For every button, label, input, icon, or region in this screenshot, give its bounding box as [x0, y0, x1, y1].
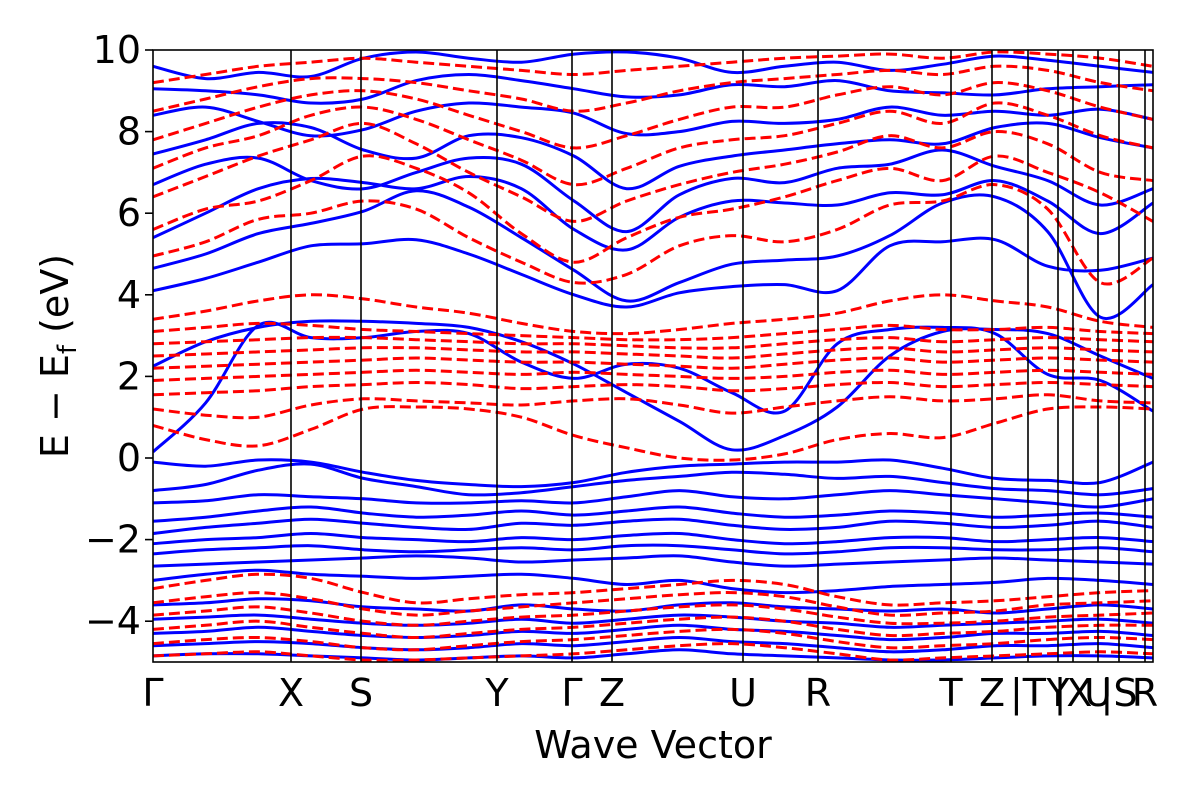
spin-up-band-21 — [153, 623, 1153, 642]
spin-down-band-13 — [153, 81, 1153, 150]
x-tick-label-12: |X — [1054, 671, 1093, 716]
spin-down-band-10 — [153, 154, 1153, 264]
y-tick-label-4: 2 — [117, 354, 141, 398]
x-tick-label-13: U — [1084, 671, 1112, 715]
spin-up-band-14 — [153, 517, 1153, 535]
x-tick-label-4: Γ — [561, 671, 582, 715]
spin-down-band-21 — [153, 642, 1153, 662]
spin-up-band-7 — [153, 101, 1153, 138]
y-axis-title-main: E − E — [33, 354, 77, 458]
spin-down-band-6 — [153, 335, 1153, 350]
bands-layer — [153, 50, 1153, 662]
spin-up-band-3 — [153, 189, 1153, 321]
y-axis-title-sub: f — [53, 344, 83, 354]
y-tick-label-7: −4 — [85, 599, 141, 643]
spin-down-band-20 — [153, 627, 1153, 652]
x-tick-label-7: R — [805, 671, 831, 715]
spin-down-band-9 — [153, 183, 1153, 286]
spin-down-band-1 — [153, 393, 1153, 420]
x-tick-label-3: Y — [484, 671, 509, 715]
x-tick-label-9: Z — [979, 671, 1005, 715]
y-axis-title: E − Ef (eV) — [33, 254, 83, 458]
x-tick-label-10: |T — [1010, 671, 1047, 716]
spin-up-band-4 — [153, 174, 1153, 252]
y-axis-title-unit: (eV) — [33, 254, 77, 345]
x-tick-label-11: Y — [1045, 671, 1070, 715]
y-axis-ticks: 10 8 6 4 2 0 −2 −4 — [85, 28, 153, 643]
spin-down-band-5 — [153, 346, 1153, 360]
spin-down-band-4 — [153, 356, 1153, 370]
x-tick-label-6: U — [729, 671, 757, 715]
spin-up-band-17 — [153, 554, 1153, 568]
y-tick-label-6: −2 — [85, 518, 141, 562]
spin-down-band-18 — [153, 603, 1153, 627]
spin-up-band-9 — [153, 50, 1153, 81]
spin-up-band-8 — [153, 72, 1153, 105]
spin-down-band-14 — [153, 64, 1153, 113]
spin-up-band-15 — [153, 531, 1153, 546]
y-tick-label-5: 0 — [117, 436, 141, 480]
spin-up-band-5 — [153, 148, 1153, 234]
spin-down-band-3 — [153, 368, 1153, 382]
x-tick-label-14: |S — [1101, 671, 1138, 716]
x-axis-title: Wave Vector — [534, 723, 772, 767]
spin-down-band-11 — [153, 121, 1153, 223]
spin-up-band-11 — [153, 462, 1153, 497]
spin-down-band-0 — [153, 405, 1153, 462]
spin-up-band-6 — [153, 121, 1153, 191]
spin-down-band-17 — [153, 591, 1153, 617]
spin-up-band-16 — [153, 543, 1153, 556]
spin-up-band-12 — [153, 489, 1153, 509]
spin-down-band-8 — [153, 293, 1153, 336]
spin-up-band-13 — [153, 505, 1153, 523]
spin-down-band-16 — [153, 572, 1153, 607]
x-tick-label-2: S — [349, 671, 373, 715]
spin-up-band-22 — [153, 635, 1153, 654]
x-axis-ticks: Γ X S Y Γ Z U R T Z |T Y|XU|SR — [142, 671, 1158, 716]
spin-up-band-2 — [153, 236, 1153, 309]
spin-down-band-19 — [153, 615, 1153, 640]
y-tick-label-3: 4 — [117, 273, 141, 317]
x-tick-label-0: Γ — [142, 671, 163, 715]
spin-down-band-15 — [153, 50, 1153, 85]
x-tick-label-15: R — [1132, 671, 1158, 715]
kpoint-lines — [290, 50, 1146, 662]
x-tick-label-5: Z — [599, 671, 625, 715]
spin-up-band-18 — [153, 568, 1153, 595]
spin-down-band-12 — [153, 101, 1153, 187]
y-tick-label-2: 6 — [117, 191, 141, 235]
x-tick-label-1: X — [278, 671, 304, 715]
y-tick-label-1: 8 — [117, 110, 141, 154]
spin-down-band-2 — [153, 380, 1153, 397]
y-tick-label-0: 10 — [93, 28, 141, 72]
x-tick-label-8: T — [938, 671, 963, 715]
plot-frame — [152, 49, 1154, 663]
spin-up-band-20 — [153, 613, 1153, 629]
spin-up-band-10 — [153, 458, 1153, 489]
spin-down-band-7 — [153, 321, 1153, 342]
